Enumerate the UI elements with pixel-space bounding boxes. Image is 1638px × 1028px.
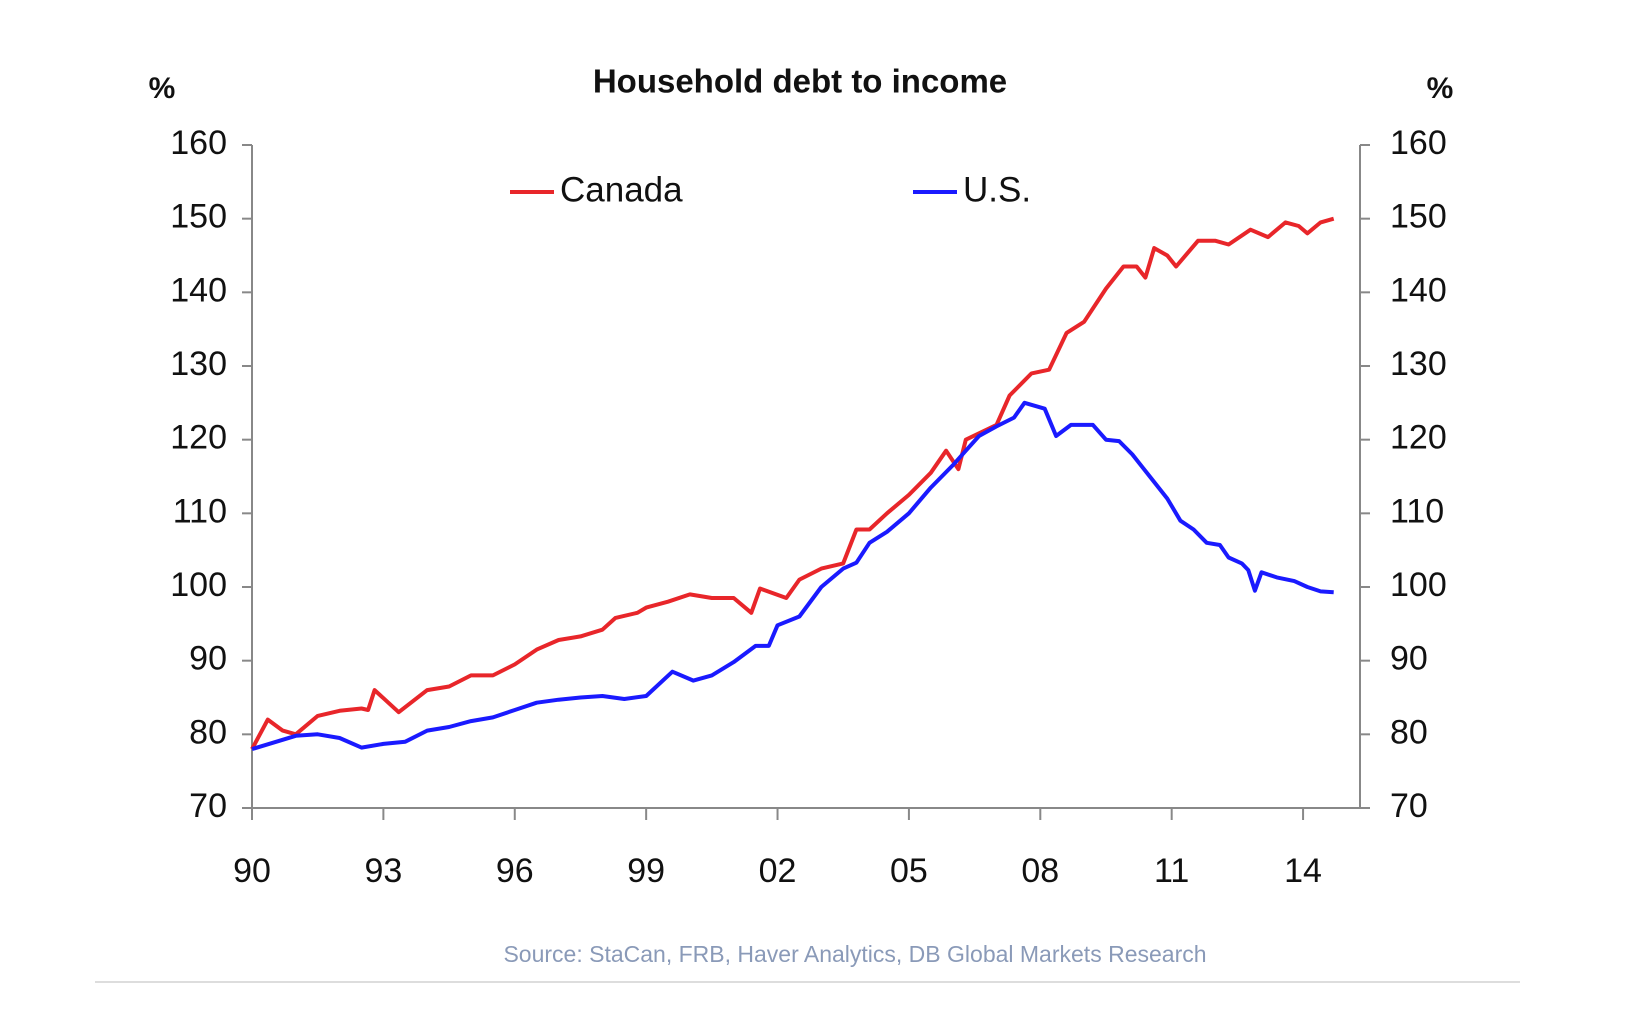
y2-tick-label: 70 (1390, 787, 1428, 825)
y-tick-label: 150 (170, 198, 227, 236)
x-tick-label: 99 (627, 852, 665, 890)
x-tick-label: 14 (1284, 852, 1322, 890)
legend-label: U.S. (963, 170, 1031, 209)
y-tick-label: 160 (170, 124, 227, 162)
y2-tick-label: 130 (1390, 345, 1447, 383)
series-line (251, 400, 1334, 752)
y-tick-label: 130 (170, 345, 227, 383)
y2-tick-label: 90 (1390, 640, 1428, 678)
y2-tick-label: 160 (1390, 124, 1447, 162)
y2-tick-label: 140 (1390, 271, 1447, 309)
y2-tick-label: 120 (1390, 419, 1447, 457)
legend-label: Canada (560, 170, 683, 209)
y-tick-label: 120 (170, 419, 227, 457)
y-tick-label: 110 (173, 492, 227, 530)
y2-tick-label: 150 (1390, 198, 1447, 236)
y-tick-label: 70 (189, 787, 227, 825)
series-line (250, 216, 1335, 751)
x-tick-label: 02 (759, 852, 797, 890)
y-tick-label: 80 (189, 713, 227, 751)
y2-tick-label: 100 (1390, 566, 1447, 604)
y2-axis-label: % (1427, 72, 1454, 105)
source-note: Source: StaCan, FRB, Haver Analytics, DB… (503, 941, 1206, 967)
x-tick-label: 96 (496, 852, 534, 890)
x-tick-label: 08 (1021, 852, 1059, 890)
x-tick-label: 05 (890, 852, 928, 890)
y-tick-label: 90 (189, 640, 227, 678)
y-axis-label: % (149, 72, 176, 105)
y-tick-label: 100 (170, 566, 227, 604)
y-tick-label: 140 (170, 271, 227, 309)
chart-title: Household debt to income (593, 63, 1007, 100)
x-tick-label: 93 (364, 852, 402, 890)
y2-tick-label: 80 (1390, 713, 1428, 751)
x-tick-label: 90 (233, 852, 271, 890)
x-tick-label: 11 (1154, 852, 1189, 890)
y2-tick-label: 110 (1390, 492, 1444, 530)
